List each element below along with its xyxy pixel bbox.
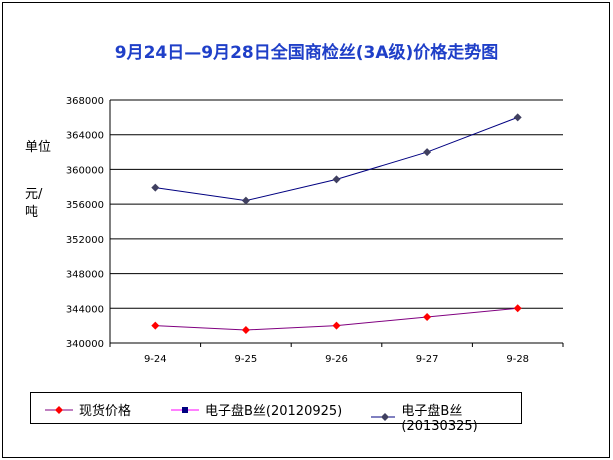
legend-item: 电子盘B丝(20130325) [371, 400, 521, 434]
data-point [241, 196, 250, 205]
chart-title: 9月24日—9月28日全国商检丝(3A级)价格走势图 [114, 43, 499, 63]
y-tick-label: 352000 [66, 235, 104, 246]
y-tick-label: 364000 [66, 131, 104, 142]
data-point [241, 325, 250, 334]
plot-area: 340000 344000 348000 352000 356000 360000 3640… [66, 96, 564, 365]
legend-label: 电子盘B丝(20130325) [401, 404, 478, 434]
x-tick-label: 9-26 [325, 354, 348, 365]
legend-marker-icon [171, 406, 199, 413]
y-tick-label: 344000 [66, 304, 104, 315]
legend-marker-icon [45, 405, 73, 414]
data-point [332, 175, 341, 184]
legend-label: 电子盘B丝(20120925) [205, 404, 343, 419]
x-tick-label: 9-28 [506, 354, 529, 365]
y-axis-label-unit: 单位 [25, 140, 52, 155]
data-point [423, 148, 432, 157]
series-line [155, 116, 518, 202]
y-axis-label-yuan-per-ton: 元/吨 [25, 187, 43, 220]
x-tick-label: 9-25 [235, 354, 258, 365]
x-tick-label: 9-27 [416, 354, 439, 365]
data-point [513, 304, 522, 313]
x-tick-label: 9-24 [144, 354, 167, 365]
legend-item: 现货价格 [45, 400, 131, 419]
legend-label: 现货价格 [79, 404, 132, 419]
y-tick-label: 356000 [66, 200, 104, 211]
y-tick-label: 368000 [66, 96, 104, 107]
y-tick-label: 340000 [66, 339, 104, 350]
legend-item: 电子盘B丝(20120925) [171, 400, 342, 419]
data-point [151, 321, 160, 330]
y-tick-label: 348000 [66, 270, 104, 281]
y-tick-label: 360000 [66, 165, 104, 176]
data-point [423, 312, 432, 321]
data-point [332, 321, 341, 330]
legend: 现货价格 电子盘B丝(20120925) 电子盘B丝(20130325) [30, 392, 522, 434]
data-point [151, 183, 160, 192]
legend-marker-icon [371, 413, 396, 421]
data-point [513, 113, 522, 122]
